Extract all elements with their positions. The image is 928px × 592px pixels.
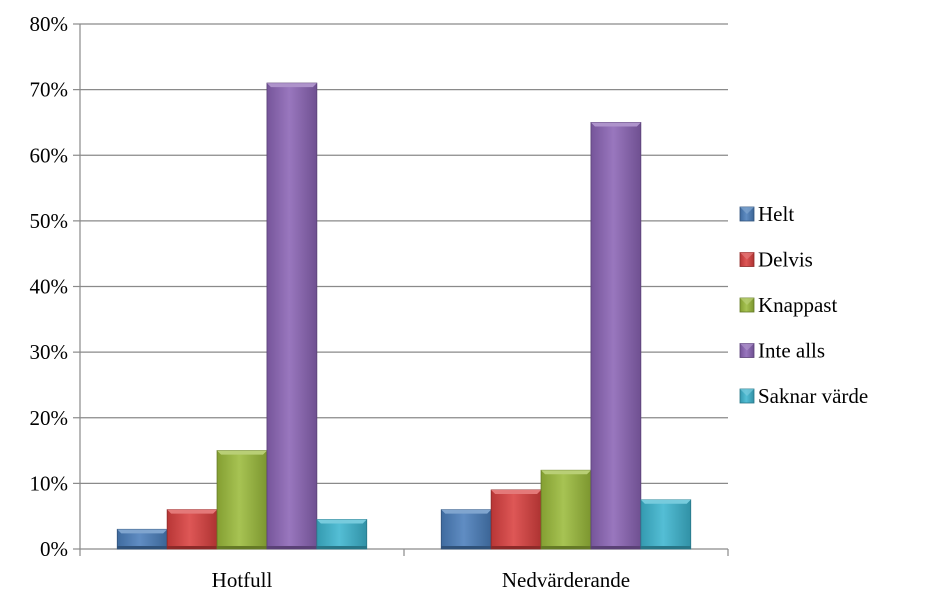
y-tick-label: 50% [30, 209, 69, 233]
bar [540, 469, 592, 550]
y-axis-ticks: 0% 10% 20% 30% 40% 50% 60% 70% 80% [30, 12, 69, 561]
bar [266, 82, 318, 550]
y-tick-label: 10% [30, 471, 69, 495]
legend-label: Inte alls [758, 339, 825, 363]
y-tick-label: 40% [30, 275, 69, 299]
y-tick-label: 0% [40, 537, 68, 561]
legend-label: Delvis [758, 248, 813, 272]
bar [316, 519, 368, 550]
legend-label: Helt [758, 202, 794, 226]
bar [590, 122, 642, 550]
gridlines [80, 23, 728, 484]
y-tick-label: 20% [30, 406, 69, 430]
y-tick-label: 60% [30, 143, 69, 167]
y-tick-label: 30% [30, 340, 69, 364]
bar [216, 450, 268, 550]
legend-item: Delvis [739, 248, 813, 272]
bar [166, 509, 218, 550]
bar [640, 499, 692, 550]
bars [116, 82, 692, 550]
legend: Helt Delvis Knappast Inte alls Saknar värde [739, 202, 868, 408]
legend-item: Saknar värde [739, 384, 868, 408]
x-tick-label: Hotfull [212, 568, 273, 592]
y-tick-label: 80% [30, 12, 69, 36]
y-tick-label: 70% [30, 78, 69, 102]
legend-label: Saknar värde [758, 384, 868, 408]
legend-label: Knappast [758, 293, 837, 317]
x-tick-label: Nedvärderande [502, 568, 630, 592]
bar [440, 509, 492, 550]
x-axis-ticks: Hotfull Nedvärderande [212, 568, 630, 592]
legend-item: Helt [739, 202, 794, 226]
bar [490, 489, 542, 550]
legend-item: Knappast [739, 293, 837, 317]
legend-item: Inte alls [739, 339, 825, 363]
bar [116, 528, 168, 550]
